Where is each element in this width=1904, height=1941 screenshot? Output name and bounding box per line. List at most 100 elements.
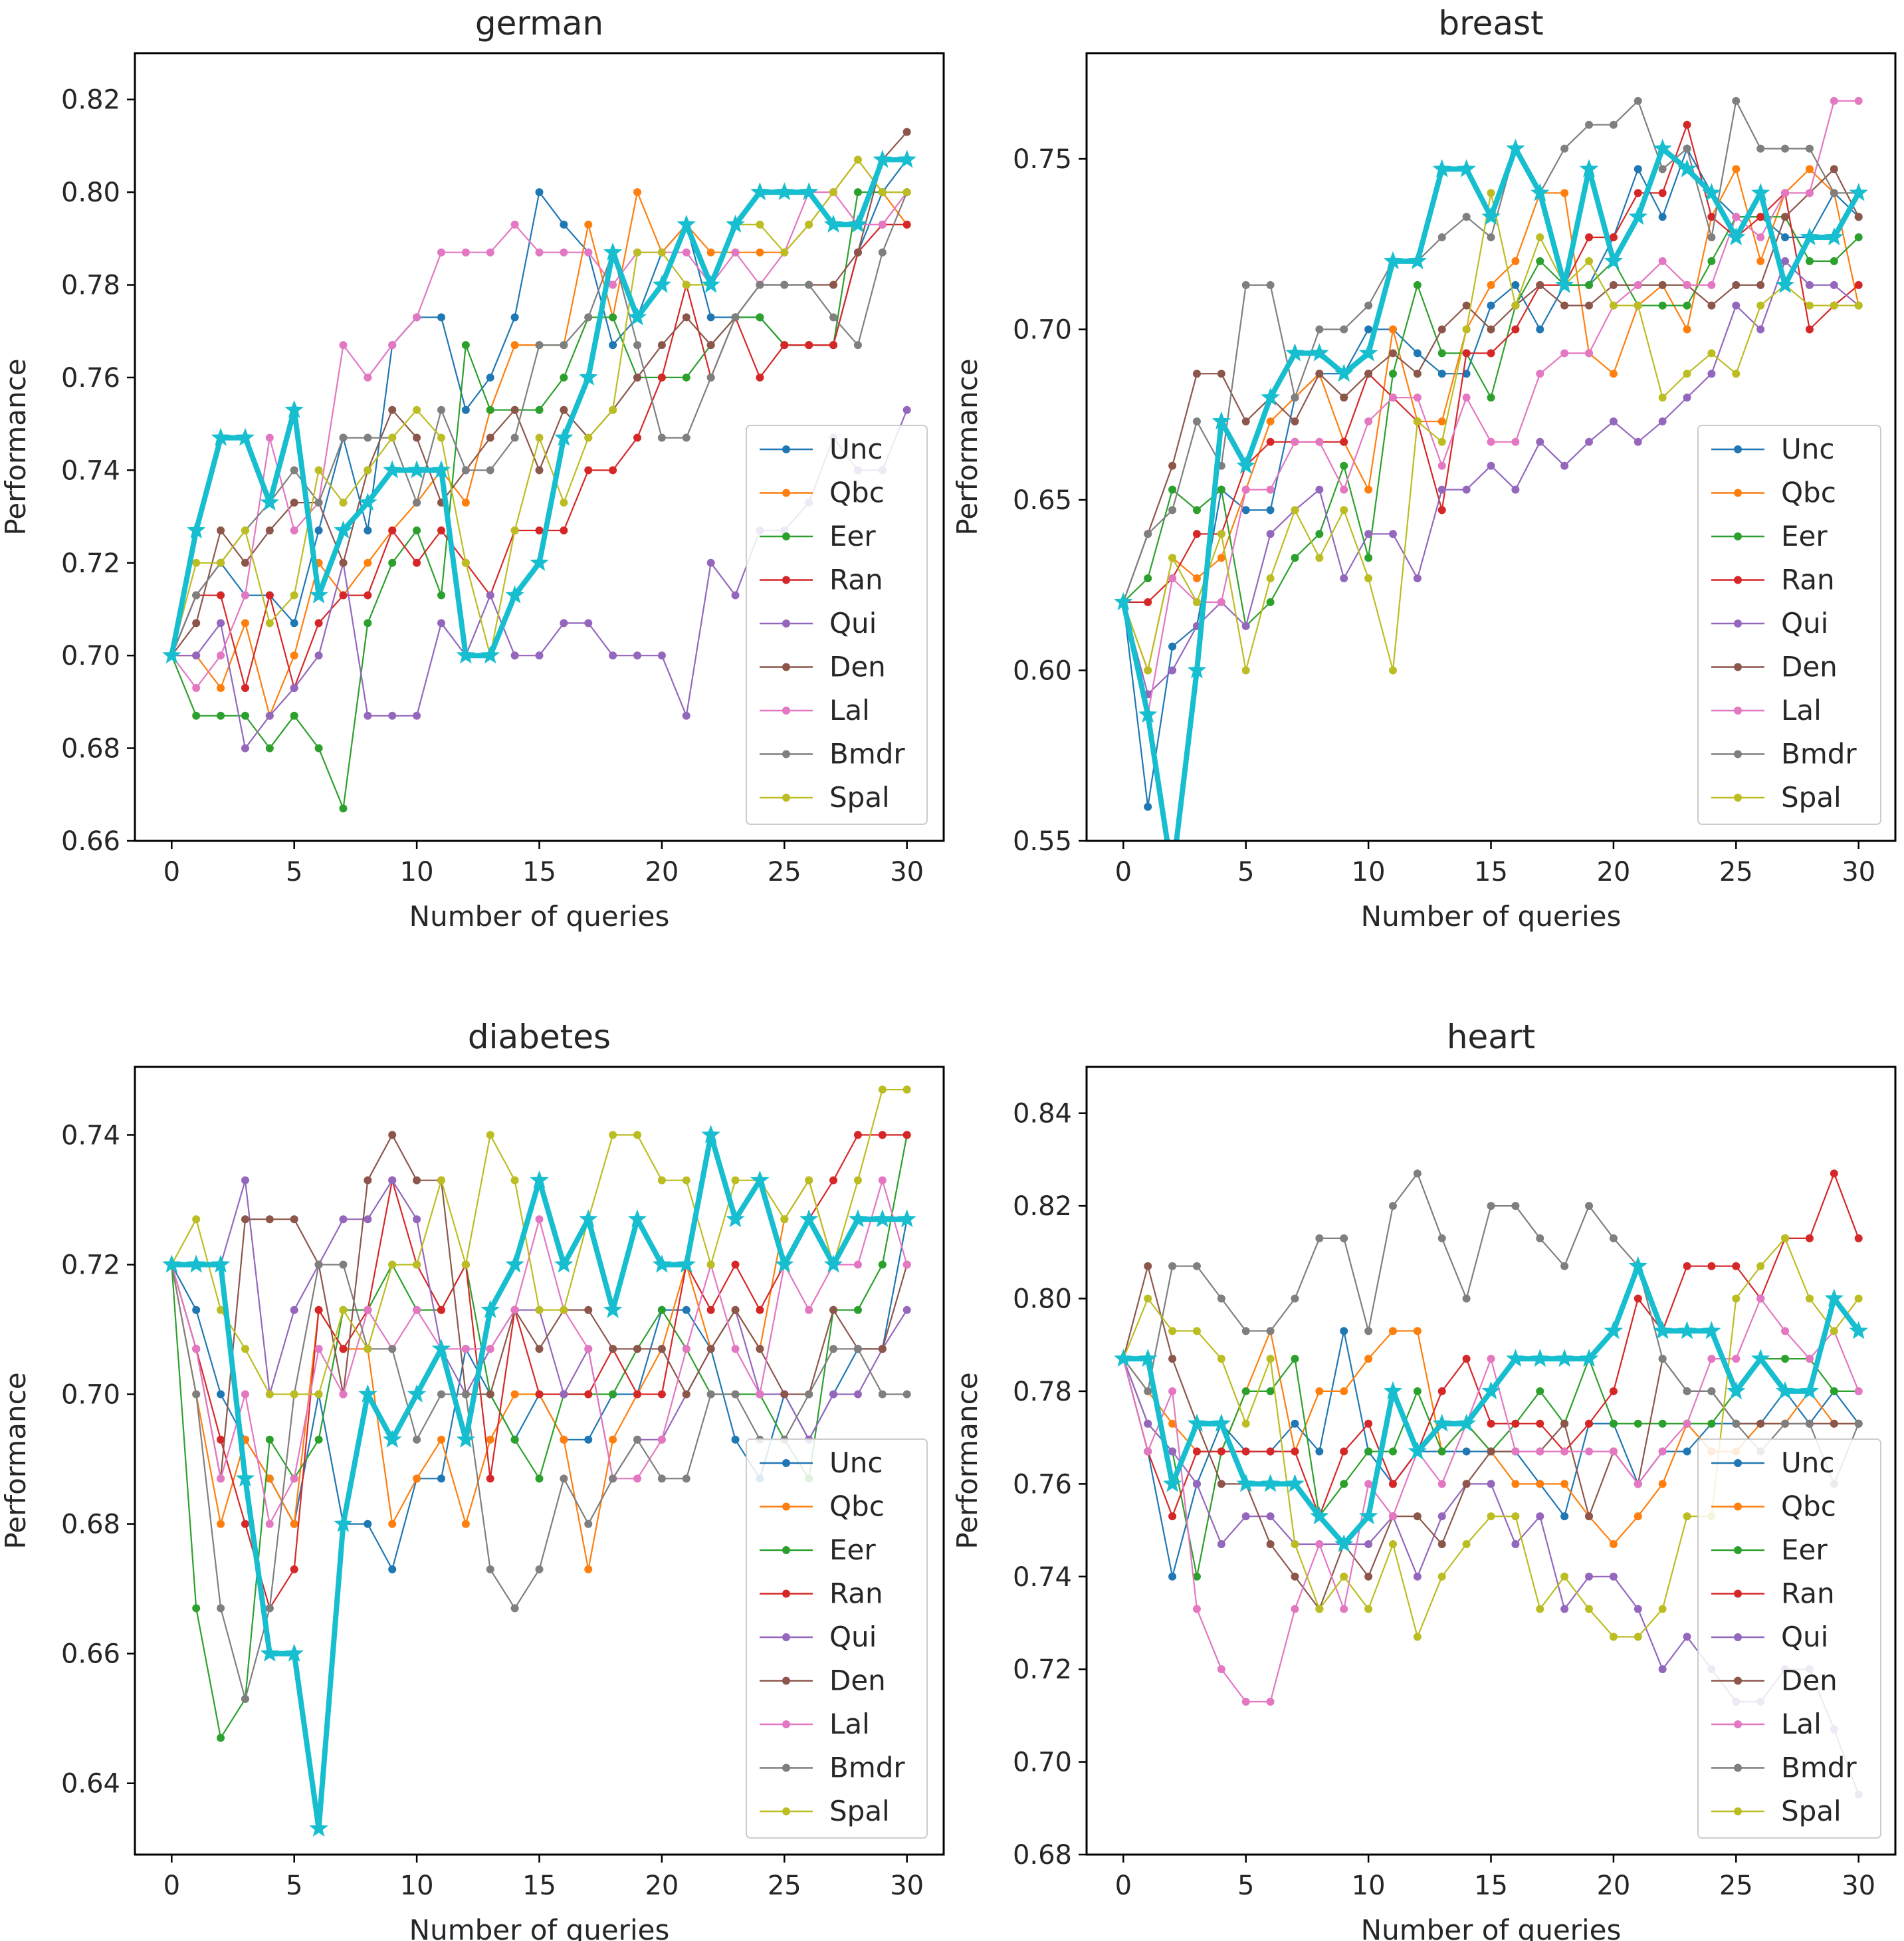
series-point-den: [1144, 1262, 1152, 1270]
series-point-eer: [314, 1435, 323, 1444]
series-point-spal: [486, 1131, 494, 1139]
series-point-unc: [1266, 506, 1275, 514]
series-point-eer: [265, 1435, 274, 1444]
series-point-unc: [192, 1306, 201, 1314]
series-point-proposed: [284, 400, 304, 418]
series-point-lal: [1732, 1355, 1741, 1363]
series-point-spal: [290, 1390, 298, 1399]
x-axis-label: Number of queries: [1361, 1914, 1622, 1941]
legend-label-spal: Spal: [1781, 781, 1842, 814]
series-point-spal: [1364, 1605, 1373, 1613]
series-point-bmdr: [339, 1260, 348, 1269]
x-tick-label: 25: [768, 1871, 801, 1901]
series-point-qbc: [461, 1520, 470, 1528]
series-point-unc: [1511, 281, 1520, 289]
series-point-eer: [1609, 1419, 1618, 1428]
x-tick-label: 20: [1596, 857, 1630, 887]
series-point-eer: [339, 804, 348, 813]
series-point-bmdr: [1585, 1202, 1594, 1210]
series-point-den: [1536, 281, 1544, 289]
series-point-qbc: [1266, 417, 1275, 426]
legend-label-unc: Unc: [829, 433, 883, 465]
series-point-proposed: [1261, 1474, 1280, 1492]
y-tick-label: 0.82: [1013, 1191, 1072, 1222]
series-point-ran: [437, 526, 445, 534]
series-point-spal: [1854, 1294, 1863, 1303]
series-point-qbc: [241, 619, 249, 628]
legend-marker: [1734, 794, 1742, 802]
series-point-qui: [1388, 530, 1397, 538]
series-point-den: [1266, 1540, 1275, 1548]
series-point-spal: [339, 499, 348, 507]
y-tick-label: 0.68: [1013, 1840, 1072, 1871]
series-point-lal: [853, 1260, 862, 1269]
series-point-proposed: [1114, 1349, 1133, 1367]
series-point-proposed: [235, 427, 255, 446]
series-point-proposed: [701, 1125, 720, 1143]
series-point-spal: [339, 1306, 348, 1314]
series-point-eer: [1707, 1419, 1716, 1428]
series-point-qui: [1241, 622, 1250, 630]
series-point-den: [364, 1176, 372, 1185]
series-point-ran: [1217, 1447, 1225, 1456]
series-point-bmdr: [1241, 1327, 1250, 1335]
series-point-spal: [1658, 1605, 1667, 1613]
series-point-spal: [364, 1345, 372, 1353]
series-point-qui: [1364, 1540, 1373, 1548]
x-tick-label: 30: [1842, 1871, 1875, 1901]
series-point-proposed: [1727, 1381, 1746, 1400]
series-point-spal: [1854, 301, 1863, 310]
series-point-lal: [1168, 1387, 1177, 1395]
series-point-den: [1560, 1419, 1569, 1428]
series-point-qui: [731, 591, 740, 600]
series-point-eer: [682, 373, 690, 382]
chart-panel-breast: breast 0 5 10 15 20 25 30 0.55 0.60 0.65 0.70 0.75 Nu…: [951, 4, 1897, 933]
series-point-lal: [1781, 189, 1790, 197]
series-point-spal: [1462, 325, 1471, 334]
series-point-lal: [1536, 1447, 1544, 1456]
series-point-ran: [1437, 506, 1446, 514]
series-point-qui: [1585, 1572, 1594, 1581]
series-point-bmdr: [560, 1474, 568, 1483]
series-point-proposed: [1310, 343, 1329, 362]
legend-label-bmdr: Bmdr: [1781, 738, 1857, 770]
series-point-ran: [706, 1306, 715, 1314]
series-point-qui: [1732, 301, 1741, 310]
series-point-qbc: [1364, 1355, 1373, 1363]
series-point-qui: [1217, 1540, 1225, 1548]
series-point-spal: [1340, 1572, 1348, 1581]
series-point-qbc: [388, 1520, 397, 1528]
series-point-eer: [192, 1604, 201, 1613]
series-point-spal: [609, 1131, 617, 1139]
series-point-lal: [1487, 437, 1495, 446]
series-point-proposed: [1408, 1441, 1428, 1460]
series-point-den: [829, 1306, 838, 1314]
series-point-unc: [560, 220, 568, 229]
series-point-eer: [1437, 1447, 1446, 1456]
series-point-bmdr: [829, 313, 838, 322]
legend: Unc Qbc Eer Ran Qui Den Lal Bmdr Spal: [1697, 1438, 1881, 1839]
legend-label-qui: Qui: [829, 1621, 877, 1653]
series-point-qui: [902, 405, 911, 414]
x-tick-label: 0: [163, 857, 180, 887]
series-point-bmdr: [1781, 144, 1790, 153]
series-point-eer: [192, 711, 201, 720]
series-point-ran: [756, 1306, 764, 1314]
series-point-spal: [780, 1215, 789, 1224]
series-point-ran: [902, 220, 911, 229]
chart-panel-heart: heart 0 5 10 15 20 25 30 0.68 0.70 0.72 0.74 0.76 0.7…: [951, 1018, 1897, 1941]
series-point-qui: [1756, 325, 1765, 334]
legend-marker: [1734, 1807, 1742, 1815]
series-point-den: [1291, 417, 1299, 426]
series-point-lal: [1707, 1355, 1716, 1363]
series-point-qbc: [633, 188, 642, 197]
series-point-qbc: [486, 1435, 494, 1444]
axes-frame: [134, 52, 945, 842]
series-point-den: [217, 526, 225, 534]
series-point-bmdr: [461, 1390, 470, 1399]
series-point-lal: [192, 683, 201, 692]
series-point-qui: [1168, 1447, 1177, 1456]
series-point-qbc: [510, 1390, 519, 1399]
series-point-qui: [1683, 1633, 1691, 1641]
series-point-den: [633, 1345, 642, 1353]
